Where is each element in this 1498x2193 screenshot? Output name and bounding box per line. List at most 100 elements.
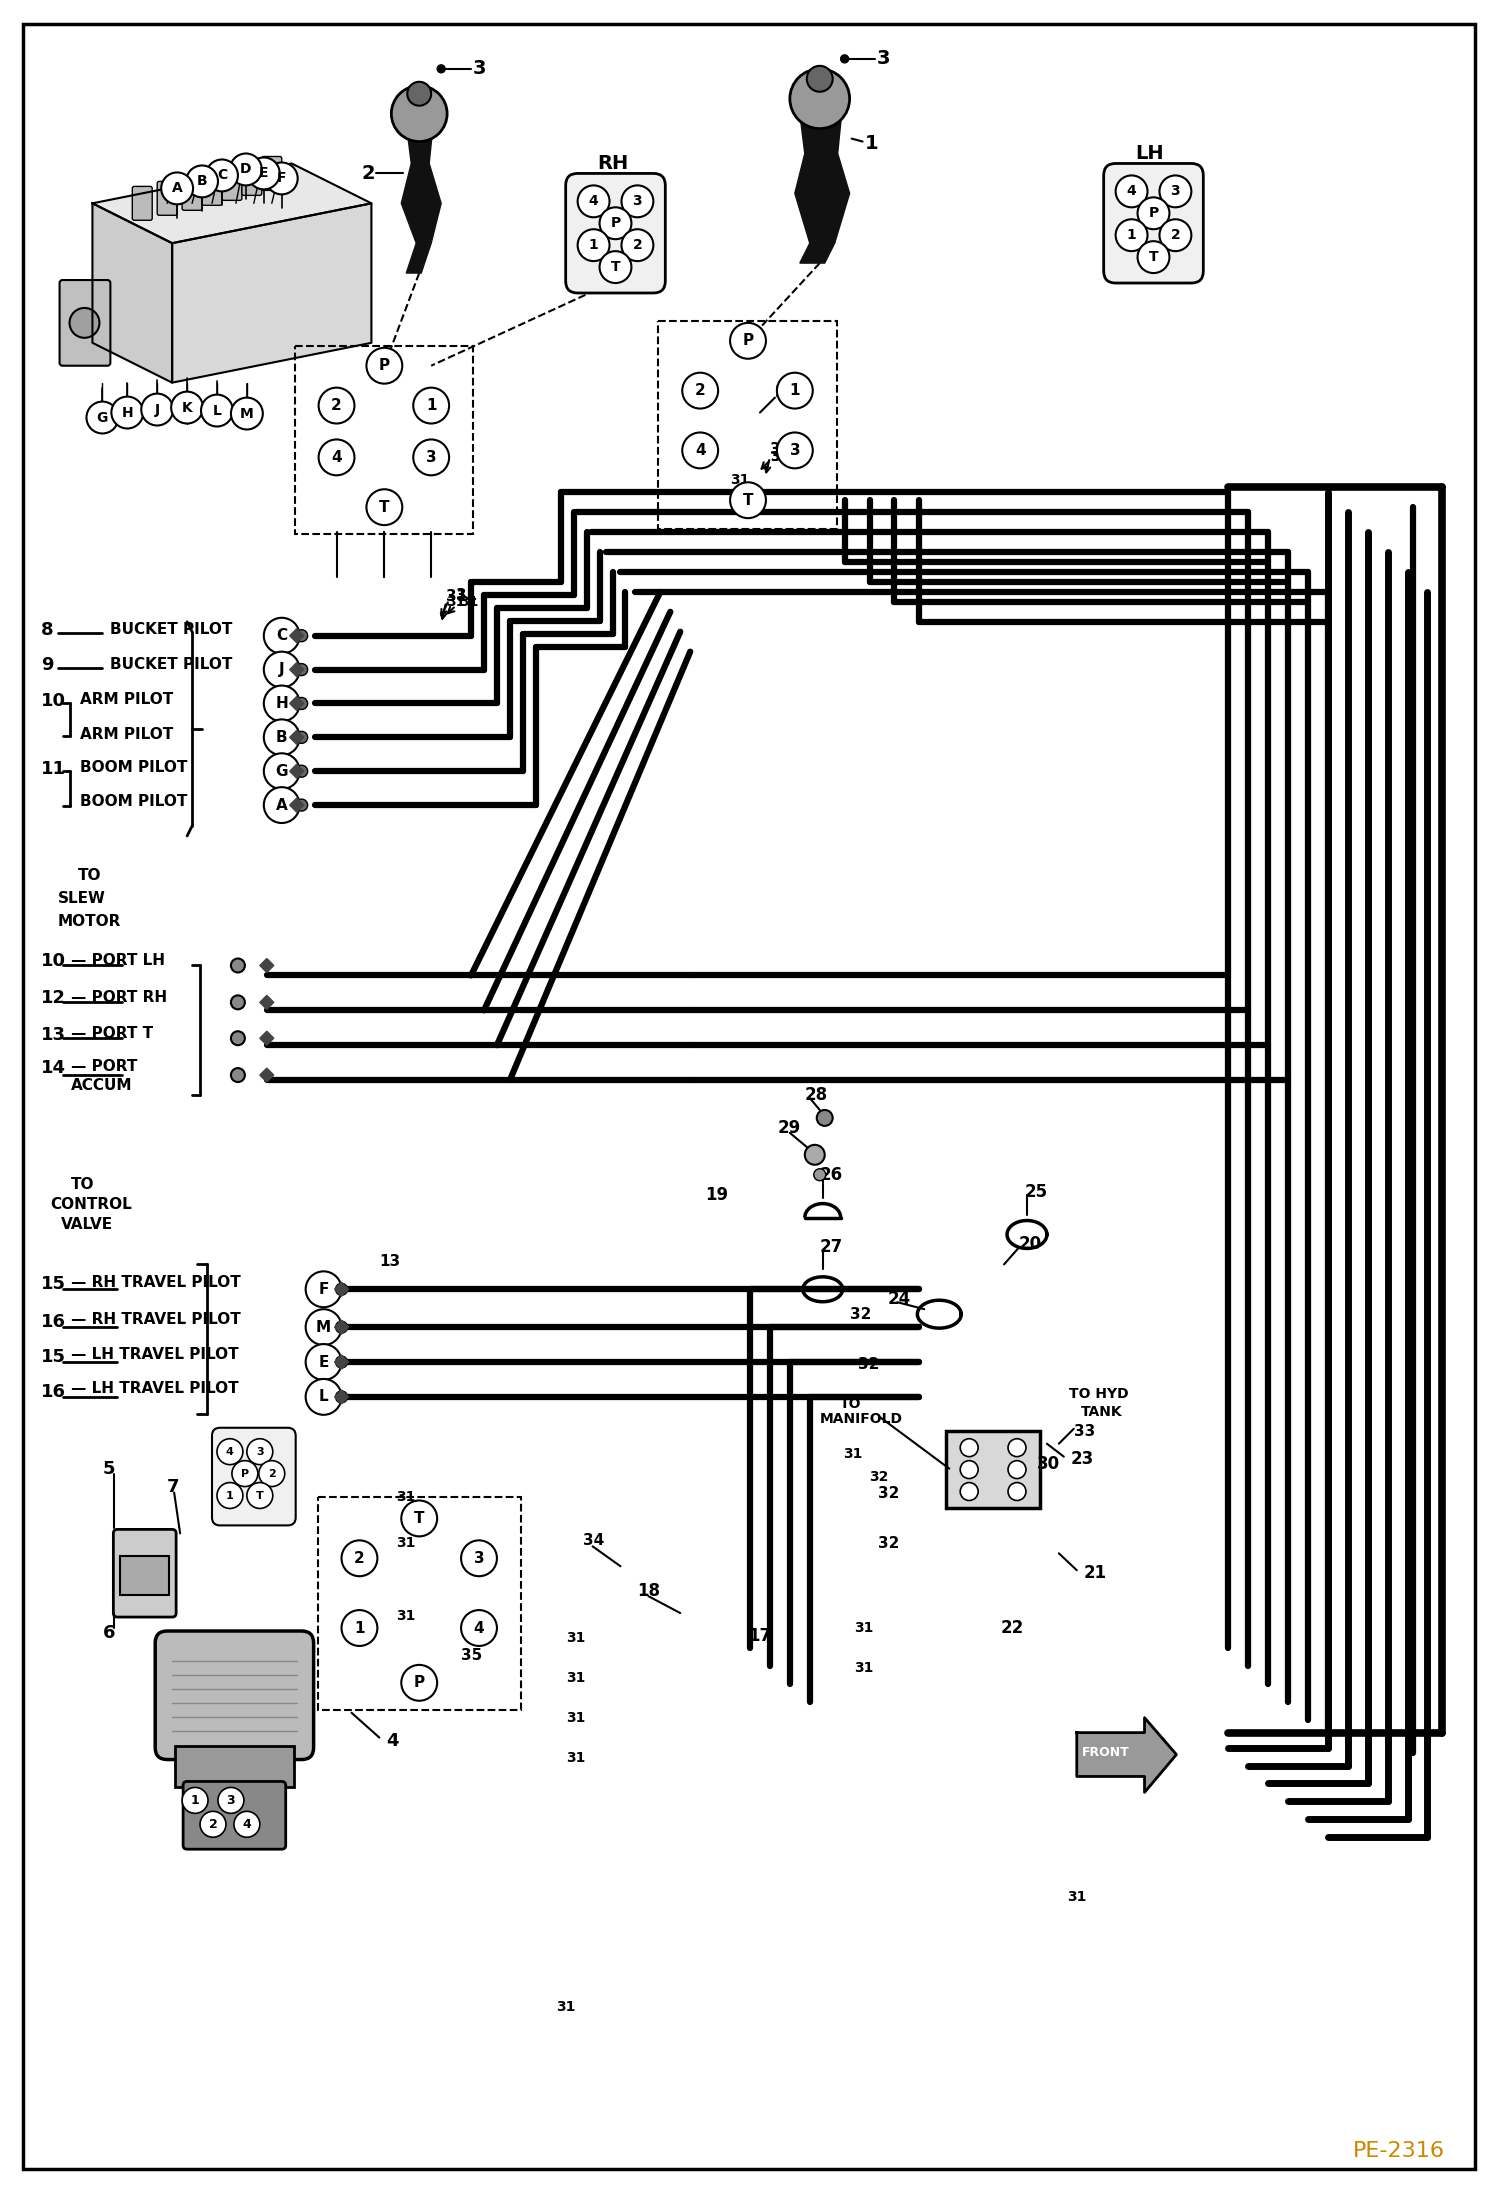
Text: 1: 1: [789, 384, 800, 399]
Text: — LH TRAVEL PILOT: — LH TRAVEL PILOT: [70, 1382, 238, 1397]
Circle shape: [231, 1068, 244, 1081]
Text: 4: 4: [226, 1447, 234, 1456]
Circle shape: [295, 697, 307, 711]
FancyBboxPatch shape: [213, 1428, 295, 1526]
Text: 11: 11: [40, 761, 66, 779]
Text: 1: 1: [589, 239, 599, 252]
Text: 2: 2: [354, 1550, 366, 1566]
Circle shape: [247, 1482, 273, 1509]
Text: 4: 4: [695, 443, 706, 458]
Text: B: B: [196, 175, 207, 189]
Circle shape: [259, 1461, 285, 1487]
Text: 3: 3: [473, 59, 487, 79]
Circle shape: [1116, 175, 1147, 208]
Text: 2: 2: [1170, 228, 1180, 241]
FancyBboxPatch shape: [132, 186, 153, 219]
Circle shape: [295, 798, 307, 811]
Text: 31: 31: [556, 2000, 575, 2013]
Circle shape: [295, 629, 307, 643]
Text: BOOM PILOT: BOOM PILOT: [81, 794, 187, 809]
Circle shape: [342, 1610, 377, 1647]
Text: 31: 31: [730, 474, 749, 487]
Text: P: P: [379, 357, 389, 373]
Circle shape: [336, 1390, 348, 1404]
Text: P: P: [743, 333, 753, 349]
Circle shape: [265, 162, 298, 195]
Text: T: T: [743, 493, 753, 509]
Circle shape: [87, 401, 118, 434]
Circle shape: [231, 958, 244, 971]
Text: M: M: [316, 1320, 331, 1336]
Polygon shape: [259, 996, 274, 1009]
Text: 31: 31: [446, 590, 467, 605]
Circle shape: [336, 1355, 348, 1368]
Text: H: H: [276, 695, 288, 711]
Circle shape: [207, 160, 238, 191]
FancyBboxPatch shape: [222, 167, 241, 200]
Text: 31: 31: [397, 1489, 415, 1504]
Text: MOTOR: MOTOR: [57, 914, 121, 930]
Polygon shape: [289, 763, 304, 779]
Circle shape: [336, 1283, 348, 1296]
Circle shape: [391, 86, 446, 143]
Circle shape: [682, 373, 718, 408]
Polygon shape: [289, 697, 304, 711]
Circle shape: [1159, 219, 1191, 252]
Text: 27: 27: [819, 1239, 843, 1257]
Text: F: F: [319, 1281, 328, 1296]
Polygon shape: [289, 662, 304, 678]
Circle shape: [217, 1482, 243, 1509]
Polygon shape: [259, 1031, 274, 1046]
Text: 31: 31: [770, 450, 789, 465]
Text: 3: 3: [256, 1447, 264, 1456]
Circle shape: [401, 1500, 437, 1537]
Circle shape: [599, 252, 632, 283]
Circle shape: [295, 664, 307, 675]
Text: 31: 31: [397, 1537, 415, 1550]
FancyBboxPatch shape: [156, 1632, 313, 1759]
Text: 12: 12: [40, 989, 66, 1007]
Circle shape: [183, 1787, 208, 1814]
Polygon shape: [289, 798, 304, 811]
Text: VALVE: VALVE: [60, 1217, 112, 1232]
Text: 26: 26: [819, 1167, 843, 1184]
Circle shape: [306, 1309, 342, 1344]
Circle shape: [336, 1320, 348, 1333]
Text: P: P: [1149, 206, 1158, 219]
Text: 33: 33: [1074, 1423, 1095, 1439]
Text: 8: 8: [40, 621, 54, 638]
Text: TO: TO: [840, 1397, 861, 1410]
Text: A: A: [276, 798, 288, 814]
Polygon shape: [93, 164, 372, 243]
Text: F: F: [277, 171, 286, 186]
Text: 1: 1: [864, 134, 878, 154]
Polygon shape: [795, 114, 849, 263]
Circle shape: [599, 208, 632, 239]
Text: 10: 10: [40, 693, 66, 711]
Circle shape: [789, 68, 849, 129]
Text: 7: 7: [168, 1478, 180, 1496]
Circle shape: [217, 1439, 243, 1465]
Text: 31: 31: [566, 1632, 586, 1645]
Text: 4: 4: [1126, 184, 1137, 197]
Circle shape: [777, 373, 813, 408]
Circle shape: [319, 388, 355, 423]
Text: 31: 31: [566, 1750, 586, 1765]
Polygon shape: [289, 730, 304, 743]
Text: ARM PILOT: ARM PILOT: [81, 726, 174, 741]
Circle shape: [1159, 175, 1191, 208]
Circle shape: [229, 154, 262, 186]
Text: 2: 2: [331, 399, 342, 412]
Text: 1: 1: [1126, 228, 1137, 241]
Circle shape: [401, 1664, 437, 1702]
Text: 15: 15: [40, 1276, 66, 1294]
Text: TR: TR: [238, 1447, 262, 1465]
Text: 10: 10: [40, 952, 66, 969]
Text: 31: 31: [446, 594, 466, 610]
Text: 28: 28: [804, 1086, 828, 1103]
Text: 4: 4: [473, 1621, 484, 1636]
Text: C: C: [217, 169, 228, 182]
Text: J: J: [154, 404, 160, 417]
Circle shape: [306, 1344, 342, 1379]
Circle shape: [231, 1031, 244, 1046]
